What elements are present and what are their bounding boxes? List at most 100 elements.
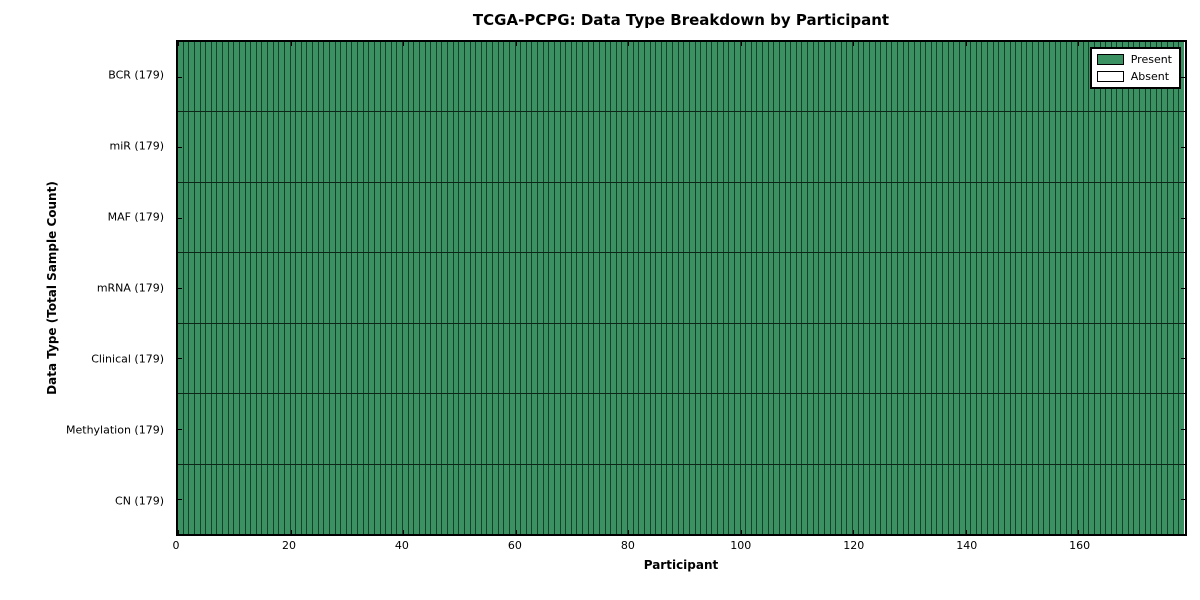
- heatmap-cell: [649, 112, 656, 182]
- heatmap-cell: [1110, 182, 1117, 253]
- heatmap-cell: [447, 464, 453, 534]
- heatmap-cell: [452, 253, 459, 323]
- heatmap-cell: [1138, 253, 1145, 323]
- heatmap-cell: [705, 464, 712, 534]
- heatmap-cell: [1054, 112, 1061, 182]
- heatmap-cell: [267, 182, 273, 253]
- heatmap-cell: [846, 464, 852, 534]
- heatmap-cell: [778, 323, 785, 394]
- heatmap-cell: [334, 394, 341, 464]
- heatmap-cell: [244, 112, 251, 182]
- heatmap-cell: [582, 182, 588, 253]
- heatmap-cell: [390, 112, 397, 182]
- heatmap-cell: [430, 253, 436, 323]
- heatmap-cell: [424, 42, 431, 112]
- heatmap-cell: [1116, 464, 1122, 534]
- heatmap-cell: [289, 42, 296, 112]
- heatmap-cell: [981, 42, 987, 112]
- heatmap-cell: [272, 182, 279, 253]
- heatmap-cell: [193, 323, 200, 394]
- heatmap-cell: [379, 464, 386, 534]
- heatmap-cell: [868, 253, 875, 323]
- heatmap-cell: [463, 182, 470, 253]
- heatmap-cell: [767, 394, 774, 464]
- heatmap-cell: [1077, 253, 1083, 323]
- heatmap-cell: [812, 253, 819, 323]
- heatmap-cell: [548, 464, 554, 534]
- heatmap-cell: [430, 323, 436, 394]
- heatmap-cell: [373, 182, 380, 253]
- heatmap-cell: [278, 464, 284, 534]
- heatmap-cell: [666, 182, 672, 253]
- heatmap-cell: [357, 323, 363, 394]
- heatmap-cell: [407, 394, 414, 464]
- heatmap-cell: [1082, 182, 1089, 253]
- heatmap-cell: [1088, 182, 1094, 253]
- heatmap-cell: [323, 323, 329, 394]
- heatmap-cell: [362, 253, 369, 323]
- heatmap-cell: [998, 323, 1004, 394]
- heatmap-cell: [627, 394, 633, 464]
- heatmap-cell: [424, 112, 431, 182]
- heatmap-cell: [402, 323, 408, 394]
- heatmap-cell: [492, 112, 498, 182]
- heatmap-cell: [514, 323, 521, 394]
- heatmap-cell: [913, 112, 920, 182]
- heatmap-row-Clinical: [178, 322, 1185, 394]
- heatmap-cell: [823, 112, 830, 182]
- heatmap-cell: [1088, 253, 1094, 323]
- heatmap-cell: [857, 323, 864, 394]
- heatmap-cell: [1048, 182, 1055, 253]
- heatmap-cell: [700, 394, 706, 464]
- heatmap-cell: [396, 323, 402, 394]
- heatmap-cell: [328, 42, 335, 112]
- heatmap-cell: [773, 182, 779, 253]
- heatmap-cell: [846, 394, 852, 464]
- heatmap-cell: [632, 323, 639, 394]
- heatmap-cell: [295, 323, 301, 394]
- heatmap-cell: [615, 253, 622, 323]
- heatmap-cell: [812, 42, 819, 112]
- heatmap-cell: [722, 323, 729, 394]
- heatmap-cell: [1172, 112, 1179, 182]
- heatmap-cell: [357, 112, 363, 182]
- heatmap-cell: [1178, 182, 1184, 253]
- heatmap-cell: [711, 42, 717, 112]
- heatmap-cell: [233, 464, 239, 534]
- heatmap-cell: [683, 112, 689, 182]
- heatmap-cell: [621, 112, 627, 182]
- heatmap-cell: [593, 464, 599, 534]
- heatmap-cell: [390, 464, 397, 534]
- heatmap-cell: [345, 253, 352, 323]
- heatmap-cell: [582, 42, 588, 112]
- heatmap-cell: [593, 182, 599, 253]
- heatmap-cell: [362, 464, 369, 534]
- heatmap-cell: [835, 394, 841, 464]
- heatmap-cell: [936, 464, 942, 534]
- heatmap-cell: [936, 112, 942, 182]
- heatmap-cell: [823, 42, 830, 112]
- heatmap-cell: [846, 112, 852, 182]
- heatmap-cell: [531, 253, 537, 323]
- heatmap-cell: [345, 323, 352, 394]
- heatmap-cell: [1082, 42, 1089, 112]
- heatmap-cell: [525, 182, 532, 253]
- legend: Present Absent: [1089, 47, 1181, 89]
- heatmap-cell: [1077, 42, 1083, 112]
- heatmap-cell: [784, 182, 791, 253]
- heatmap-cell: [357, 182, 363, 253]
- heatmap-cell: [778, 253, 785, 323]
- heatmap-cell: [942, 323, 948, 394]
- heatmap-cell: [537, 394, 543, 464]
- heatmap-cell: [199, 253, 206, 323]
- heatmap-cell: [722, 42, 729, 112]
- heatmap-cell: [458, 323, 464, 394]
- heatmap-cell: [930, 253, 937, 323]
- heatmap-cell: [688, 182, 695, 253]
- heatmap-cell: [694, 464, 701, 534]
- heatmap-cell: [216, 253, 222, 323]
- heatmap-cell: [1071, 42, 1077, 112]
- heatmap-cell: [930, 112, 937, 182]
- heatmap-cell: [435, 394, 442, 464]
